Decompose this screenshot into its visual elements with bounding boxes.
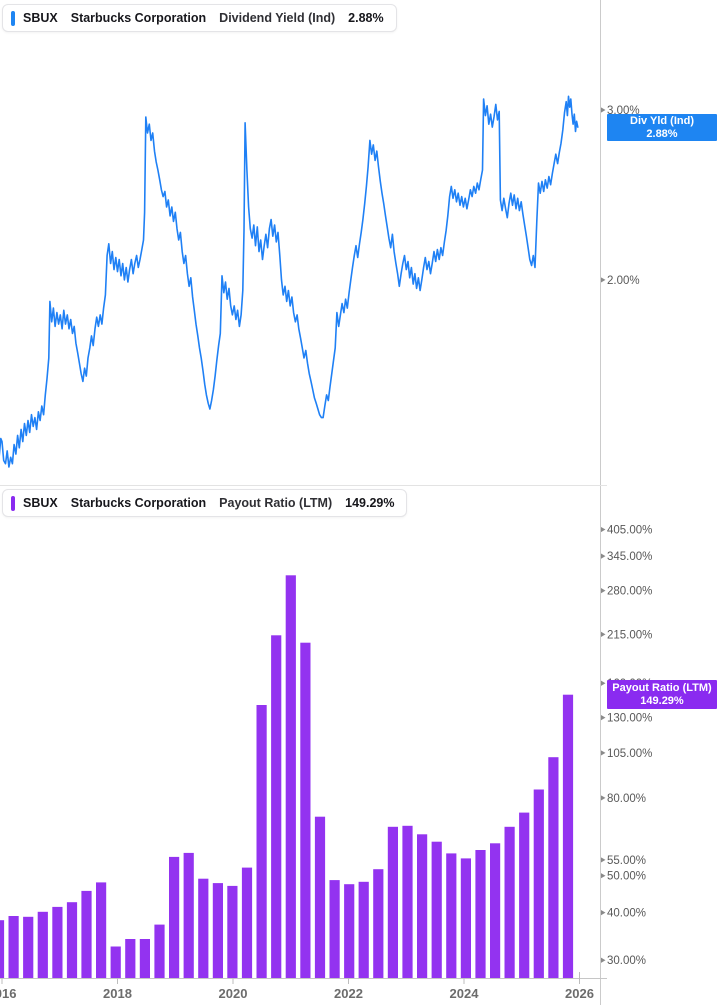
payout-ratio-bar[interactable] [373,869,384,978]
x-axis-year-label: 2026 [565,986,594,1001]
payout-ratio-bar[interactable] [139,939,150,978]
payout-ratio-bar[interactable] [431,841,442,978]
axis-badge-div-yld[interactable]: Div Yld (Ind) 2.88% [607,114,717,141]
payout-ratio-bar[interactable] [358,881,369,978]
payout-ratio-bar[interactable] [285,575,296,978]
payout-ratio-bar[interactable] [387,826,398,978]
payout-ratio-bar[interactable] [23,916,34,978]
metric-name: Dividend Yield (Ind) [219,11,336,25]
y-axis-tick-label: 405.00% [607,525,652,537]
payout-ratio-bar[interactable] [490,843,501,978]
series-header-payout-ratio[interactable]: SBUX Starbucks Corporation Payout Ratio … [2,489,408,517]
x-axis-year-label: 2016 [0,986,16,1001]
company-name: Starbucks Corporation [70,11,207,25]
y-axis-tick-label: 215.00% [607,629,652,641]
payout-ratio-bar[interactable] [241,867,253,978]
axis-badge-payout-ratio[interactable]: Payout Ratio (LTM) 149.29% [607,680,717,709]
x-axis-year-label: 2022 [334,986,363,1001]
metric-value: 149.29% [345,496,395,510]
y-axis-tick-label: 80.00% [607,793,646,805]
y-axis-tick-arrow [601,714,606,721]
y-axis-tick-arrow [601,107,606,113]
y-axis-tick-arrow [601,910,606,916]
y-axis-tick-label: 130.00% [607,713,652,725]
y-axis-tick-label: 55.00% [607,855,646,867]
badge-metric-label: Payout Ratio (LTM) [612,681,712,694]
y-axis-tick-label: 345.00% [607,551,652,563]
y-axis-tick-arrow [601,750,606,756]
x-axis-year-label: 2018 [103,986,132,1001]
payout-ratio-bar[interactable] [402,825,413,978]
metric-name: Payout Ratio (LTM) [219,496,333,510]
x-axis-year-label: 2024 [450,986,480,1001]
payout-ratio-bar[interactable] [329,880,340,978]
payout-ratio-bar[interactable] [300,642,311,978]
payout-ratio-bar[interactable] [256,705,267,978]
payout-ratio-bar[interactable] [271,635,282,978]
payout-ratio-bar[interactable] [227,885,238,978]
payout-ratio-bar[interactable] [314,816,326,978]
series-color-bar [11,10,15,26]
payout-ratio-bar[interactable] [154,924,165,978]
y-axis-tick-arrow [601,873,606,879]
dividend-yield-line[interactable] [0,95,579,468]
y-axis-tick-arrow [601,588,606,594]
payout-ratio-bar[interactable] [460,858,471,978]
payout-ratio-bar[interactable] [475,850,486,978]
y-axis-tick-arrow [601,857,606,863]
payout-ratio-bar[interactable] [37,911,48,978]
payout-ratio-bar[interactable] [81,890,92,978]
ticker-symbol: SBUX [23,11,58,25]
payout-ratio-bar[interactable] [344,884,355,978]
y-axis-tick-arrow [601,795,606,801]
y-axis-tick-label: 2.00% [607,275,640,287]
y-axis-tick-arrow [601,957,606,963]
payout-ratio-bar[interactable] [169,856,180,978]
payout-ratio-bar[interactable] [548,757,559,978]
y-axis-tick-label: 50.00% [607,871,646,883]
payout-ratio-bar[interactable] [66,902,78,978]
payout-ratio-bar[interactable] [125,939,136,978]
badge-metric-value: 2.88% [646,127,678,140]
ticker-symbol: SBUX [23,496,58,510]
payout-ratio-bar[interactable] [446,853,457,978]
y-axis-tick-arrow [601,553,606,559]
payout-ratio-bar[interactable] [96,882,107,978]
payout-ratio-bar[interactable] [562,694,574,978]
company-name: Starbucks Corporation [70,496,207,510]
y-axis-tick-label: 105.00% [607,748,652,760]
y-axis-tick-arrow [601,526,606,533]
payout-ratio-bar[interactable] [417,834,428,978]
y-axis-tick-arrow [601,631,606,637]
payout-ratio-bar[interactable] [8,916,19,978]
payout-ratio-bar[interactable] [533,789,544,979]
badge-metric-label: Div Yld (Ind) [630,114,694,127]
series-color-bar [11,495,15,511]
series-header-dividend-yield[interactable]: SBUX Starbucks Corporation Dividend Yiel… [2,4,397,32]
payout-ratio-bar[interactable] [110,946,121,979]
payout-ratio-bar[interactable] [0,920,5,978]
y-axis-tick-label: 280.00% [607,586,652,598]
badge-metric-value: 149.29% [640,694,684,707]
payout-ratio-bar[interactable] [183,852,194,978]
y-axis-tick-label: 40.00% [607,908,646,920]
payout-ratio-bar[interactable] [212,883,223,978]
metric-value: 2.88% [348,11,384,25]
y-axis-tick-arrow [601,277,606,283]
payout-ratio-bar[interactable] [504,826,515,978]
y-axis-tick-arrow [601,680,606,686]
payout-ratio-bar[interactable] [52,906,63,978]
payout-ratio-bar[interactable] [519,812,530,978]
y-axis-tick-label: 30.00% [607,955,646,967]
payout-ratio-bar[interactable] [198,878,209,978]
x-axis-year-label: 2020 [219,986,248,1001]
